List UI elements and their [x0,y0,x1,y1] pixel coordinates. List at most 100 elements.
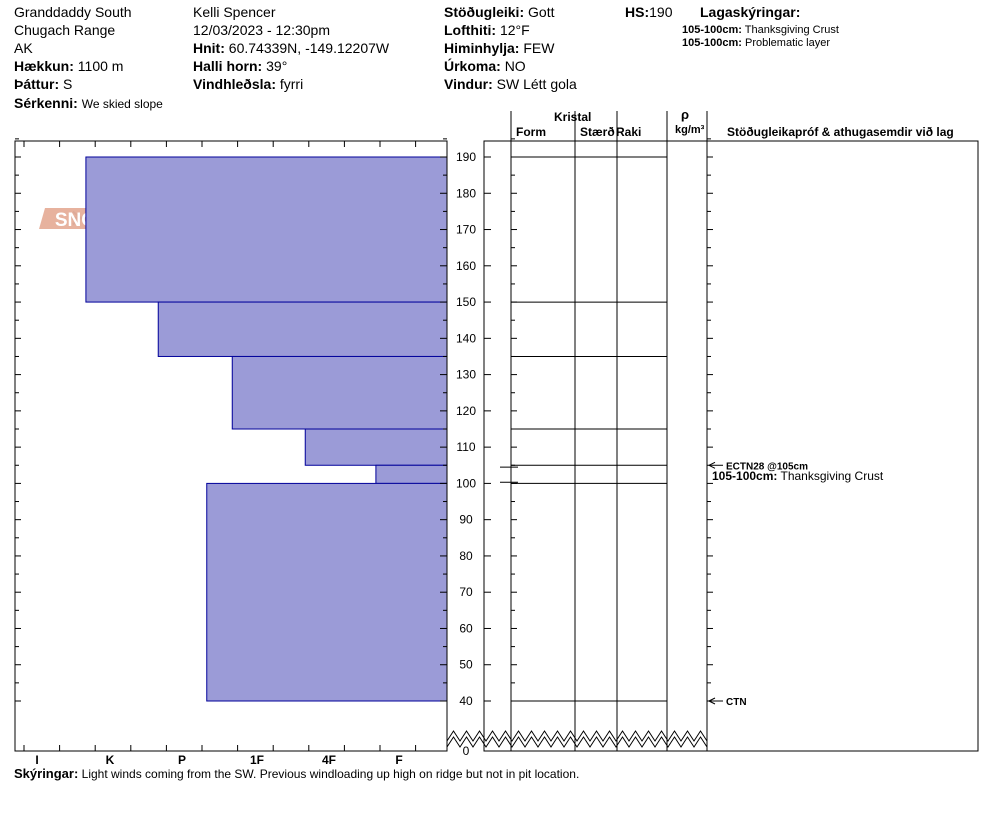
depth-tick-label: 40 [459,694,473,708]
hardness-bar-4 [304,428,448,466]
layer-comment: 105-100cm: Thanksgiving Crust [712,469,884,483]
windload-label: Vindhleðsla: [193,76,276,92]
depth-tick-label: 90 [459,513,473,527]
special-label: Sérkenni: [14,95,78,111]
depth-tick-label: 180 [456,186,476,200]
caption-text: Light winds coming from the SW. Previous… [81,767,580,781]
special-field: Sérkenni: We skied slope [14,94,163,113]
sky-field: Himinhylja: FEW [444,39,554,57]
layer-comment-range: 105-100cm: [712,469,777,483]
axis-break-zigzag [446,730,708,742]
precip-value: NO [504,58,526,74]
aspect-value: S [63,76,73,92]
layer-comment-text: Thanksgiving Crust [777,469,883,483]
annotation-arrow-head [708,461,716,469]
aspect-field: Þáttur: S [14,75,72,93]
hardness-bar-2 [157,301,448,357]
precip-field: Úrkoma: NO [444,57,526,75]
moisture-header: Raki [616,125,642,139]
depth-tick-label: 120 [456,404,476,418]
slope-field: Halli horn: 39° [193,57,287,75]
airtemp-value: 12°F [499,22,530,38]
hs-field: HS:190 [625,3,672,21]
wind-value: SW Létt gola [496,76,577,92]
annotation-text-2: CTN [726,697,747,708]
layers-label: Lagaskýringar: [700,4,801,20]
annotation-text-1: ECTN28 @105cm [726,461,808,472]
depth-tick-label: 80 [459,549,473,563]
hardness-bar-3 [231,355,448,430]
coords-label: Hnit: [193,40,225,56]
hardness-axis: I K P 1F 4F F [23,141,417,767]
hardness-plot-border [14,140,448,752]
elevation-field: Hækkun: 1100 m [14,57,123,75]
aspect-label: Þáttur: [14,76,60,92]
caption-label: Skýringar: [14,766,79,781]
depth-tick-label: 130 [456,368,476,382]
sky-value: FEW [523,40,555,56]
observer-name: Kelli Spencer [193,4,276,20]
elevation-value: 1100 m [77,58,124,74]
location-name: Granddaddy South [14,4,132,20]
stability-value: Gott [528,4,555,20]
density-symbol: ρ [681,107,690,122]
caption: Skýringar: Light winds coming from the S… [14,766,579,781]
form-header: Form [516,125,546,139]
layer-note-1: 105-100cm: Thanksgiving Crust [682,24,839,37]
layer-note-2-text: Problematic layer [745,37,830,49]
hs-label: HS: [625,4,650,20]
hardness-label-1F: 1F [250,753,264,767]
state-name: AK [14,40,33,56]
hardness-bars [85,156,448,702]
windload-value: fyrri [279,76,304,92]
density-unit: kg/m³ [675,124,705,136]
hardness-label-P: P [178,753,186,767]
hs-value: 190 [649,4,673,20]
stability-field: Stöðugleiki: Gott [444,3,554,21]
wind-field: Vindur: SW Létt gola [444,75,577,93]
table-border [483,140,979,752]
chart-frame [14,140,979,752]
slope-value: 39° [266,58,288,74]
hardness-label-F: F [395,753,402,767]
datetime: 12/03/2023 - 12:30pm [193,22,330,38]
depth-tick-label: 60 [459,621,473,635]
coords-value: 60.74339N, -149.12207W [228,40,390,56]
airtemp-label: Lofthiti: [444,22,497,38]
axis-break-zigzag [446,736,708,748]
tests-header: Stöðugleikapróf & athugasemdir við lag [727,125,954,139]
size-header: Stærð [580,125,615,139]
depth-axis: 0 40 50 60 70 80 90 100 110 120 130 140 150 160 170 180… [15,138,713,758]
elevation-label: Hækkun: [14,58,74,74]
slope-label: Halli horn: [193,58,263,74]
precip-label: Úrkoma: [444,58,501,74]
annotation-arrow-head [708,697,716,705]
crystal-header: Kristal [554,110,592,124]
depth-tick-label: 0 [463,744,470,758]
crystal-table [446,111,708,751]
coords-field: Hnit: 60.74339N, -149.12207W [193,39,389,57]
hardness-bar-5 [375,464,448,484]
hardness-label-4F: 4F [322,753,336,767]
range-name: Chugach Range [14,22,116,38]
depth-tick-label: 50 [459,658,473,672]
depth-tick-label: 160 [456,259,476,273]
depth-tick-label: 150 [456,295,476,309]
special-value: We skied slope [81,97,163,111]
depth-tick-label: 70 [459,585,473,599]
hardness-bar-6 [206,482,448,702]
hardness-label-I: I [35,753,38,767]
layer-note-2-range: 105-100cm: [682,37,742,49]
windload-field: Vindhleðsla: fyrri [193,75,303,93]
layer-note-2: 105-100cm: Problematic layer [682,37,830,50]
depth-tick-label: 110 [456,440,475,454]
depth-tick-label: 140 [456,331,476,345]
test-annotations: ECTN28 @105cm CTN 105-100cm: Thanksgiving … [708,461,884,708]
wind-label: Vindur: [444,76,493,92]
layer-note-1-range: 105-100cm: [682,24,742,36]
depth-tick-label: 170 [456,223,476,237]
depth-tick-label: 190 [456,150,476,164]
layer-note-1-text: Thanksgiving Crust [744,24,839,36]
airtemp-field: Lofthiti: 12°F [444,21,530,39]
